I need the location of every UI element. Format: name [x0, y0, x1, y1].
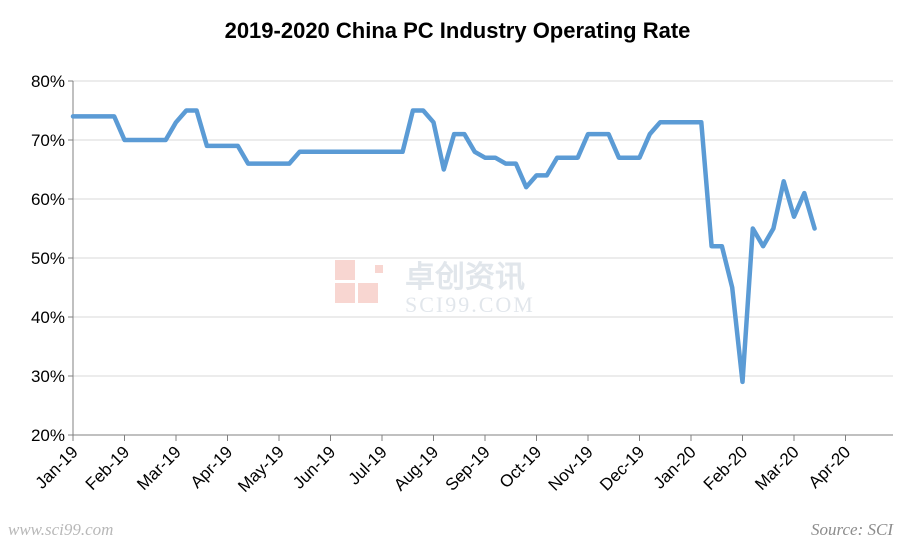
- source-website: www.sci99.com: [8, 520, 114, 539]
- watermark-square: [375, 265, 383, 273]
- axes: [68, 80, 893, 441]
- x-tick-label: Oct-19: [496, 442, 546, 492]
- y-tick-label: 20%: [31, 426, 65, 445]
- x-tick-label: Dec-19: [596, 442, 648, 494]
- watermark-square: [335, 260, 355, 280]
- x-tick-label: Aug-19: [390, 442, 442, 494]
- watermark-chinese: 卓创资讯: [405, 260, 525, 295]
- x-tick-label: Apr-20: [805, 442, 855, 492]
- y-tick-label: 50%: [31, 249, 65, 268]
- y-tick-label: 30%: [31, 367, 65, 386]
- x-tick-label: Apr-19: [187, 442, 237, 492]
- x-tick-label: Sep-19: [442, 442, 494, 494]
- y-tick-label: 40%: [31, 308, 65, 327]
- y-tick-label: 60%: [31, 190, 65, 209]
- watermark-logo: 卓创资讯 SCI99.COM: [335, 260, 535, 317]
- series-line-operating-rate: [70, 108, 817, 385]
- x-tick-label: Feb-20: [700, 442, 752, 494]
- watermark-latin: SCI99.COM: [405, 292, 535, 317]
- x-tick-label: May-19: [234, 442, 288, 496]
- x-tick-label: Jul-19: [345, 442, 391, 488]
- chart-title: 2019-2020 China PC Industry Operating Ra…: [224, 18, 691, 43]
- watermark-square: [335, 283, 355, 303]
- x-tick-label: Jun-19: [289, 442, 339, 492]
- y-tick-label: 70%: [31, 131, 65, 150]
- y-tick-label: 80%: [31, 72, 65, 91]
- x-tick-label: Nov-19: [545, 442, 597, 494]
- x-tick-label: Jan-20: [650, 442, 700, 492]
- x-tick-label: Mar-20: [751, 442, 803, 494]
- x-tick-label: Mar-19: [133, 442, 185, 494]
- watermark-square: [358, 283, 378, 303]
- gridlines: [73, 80, 893, 377]
- y-axis-labels: 20% 30% 40% 50% 60% 70% 80%: [31, 72, 65, 445]
- x-tick-label: Feb-19: [82, 442, 134, 494]
- x-tick-label: Jan-19: [32, 442, 82, 492]
- source-label: Source: SCI: [811, 520, 893, 539]
